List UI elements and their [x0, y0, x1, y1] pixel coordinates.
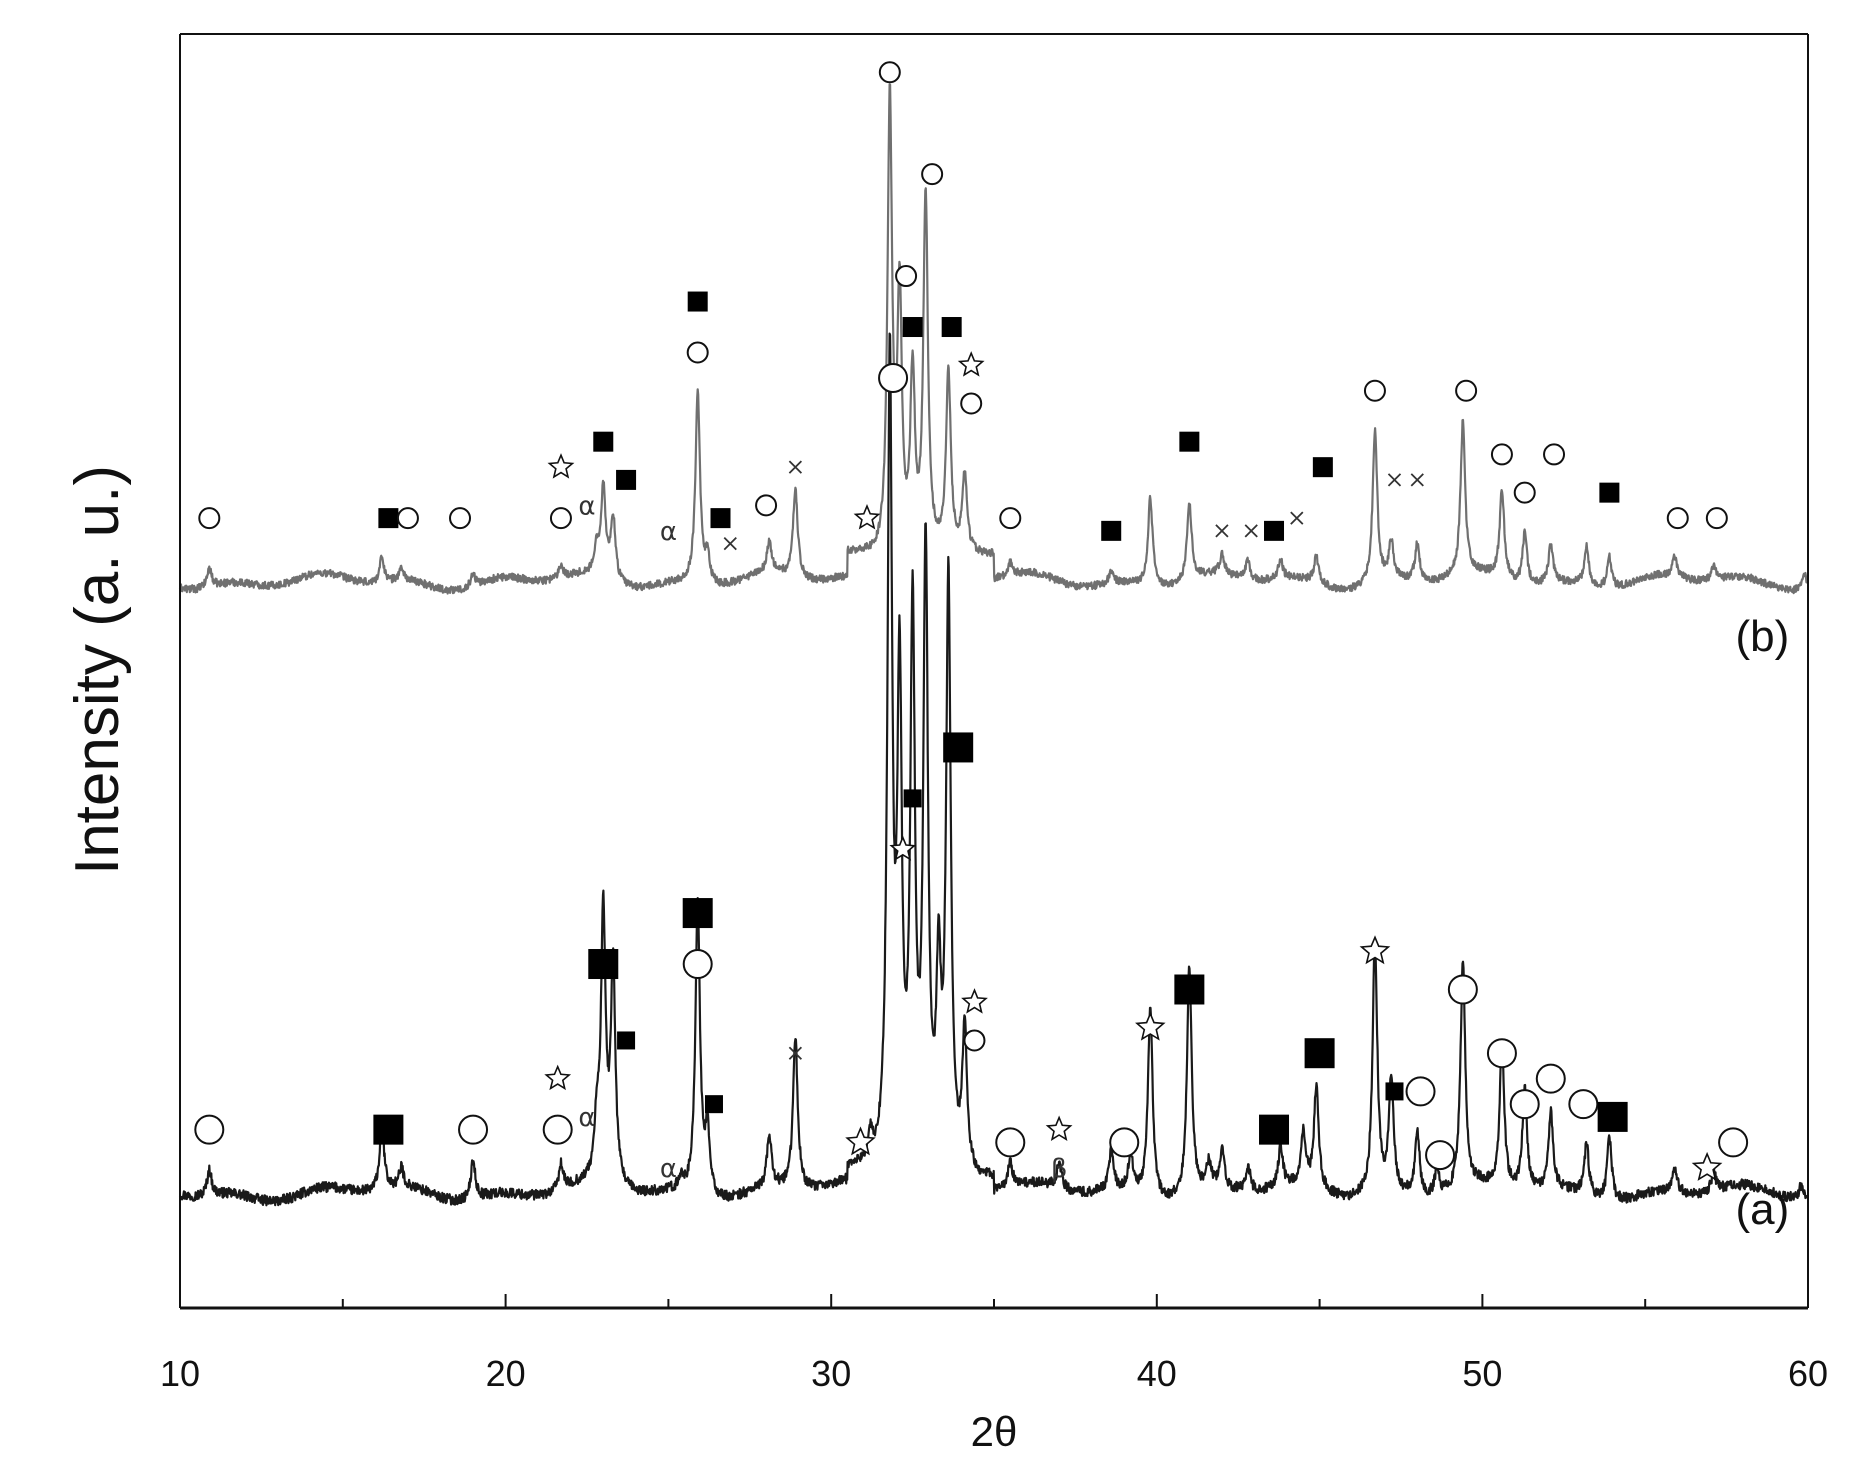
- phase-marker-circle: [1513, 481, 1536, 504]
- series-line-a: [178, 332, 1809, 1207]
- phase-marker-cross: [1215, 524, 1229, 538]
- phase-marker-square: [373, 1114, 404, 1145]
- phase-marker-circle: [542, 1114, 573, 1145]
- phase-marker-star: [845, 1126, 876, 1156]
- phase-marker-square: [941, 317, 962, 338]
- phase-marker-square: [1312, 457, 1333, 478]
- phase-marker-circle: [1425, 1140, 1456, 1171]
- phase-marker-square: [1597, 1101, 1628, 1132]
- phase-marker-circle: [449, 507, 472, 530]
- phase-marker-star: [1045, 1115, 1073, 1141]
- axes-layer: 10 20 30 40 50 60 2θ Intensity (a. u.): [63, 33, 1828, 1455]
- phase-marker-circle: [1490, 443, 1513, 466]
- phase-marker-square: [943, 732, 974, 763]
- phase-marker-star: [1359, 935, 1391, 965]
- phase-marker-square: [710, 508, 731, 529]
- x-tick-label: 50: [1462, 1353, 1502, 1394]
- phase-marker-cross: [1244, 524, 1258, 538]
- phase-marker-circle: [1109, 1127, 1140, 1158]
- x-tick-label: 40: [1137, 1353, 1177, 1394]
- phase-marker-square: [1174, 974, 1205, 1005]
- phase-marker-circle: [1447, 974, 1478, 1005]
- annotation-layer: α α β α α: [194, 61, 1749, 1184]
- tick-layer: 10 20 30 40 50 60: [160, 1294, 1828, 1394]
- phase-marker-circle: [458, 1114, 489, 1145]
- phase-marker-circle: [963, 1029, 986, 1052]
- phase-marker-circle: [1705, 507, 1728, 530]
- phase-marker-square: [704, 1095, 723, 1114]
- phase-marker-square: [1599, 482, 1620, 503]
- phase-marker-cross: [1410, 473, 1424, 487]
- phase-marker-star: [853, 504, 881, 530]
- phase-marker-star: [1135, 1011, 1166, 1041]
- phase-marker-square: [682, 898, 713, 929]
- phase-marker-alpha: α: [660, 517, 677, 547]
- phase-marker-square: [687, 291, 708, 312]
- phase-marker-square: [1101, 520, 1122, 541]
- x-tick-label: 60: [1788, 1353, 1828, 1394]
- phase-marker-circle: [1535, 1063, 1566, 1094]
- phase-marker-circle: [1363, 379, 1386, 402]
- phase-marker-square: [593, 431, 614, 452]
- series-layer: (a) (b): [178, 83, 1809, 1234]
- phase-marker-cross: [1387, 473, 1402, 487]
- phase-marker-alpha: α: [578, 491, 595, 521]
- phase-marker-circle: [895, 265, 918, 288]
- phase-marker-square: [378, 508, 399, 529]
- phase-marker-square: [903, 789, 922, 808]
- phase-marker-circle: [999, 507, 1022, 530]
- phase-marker-star: [547, 453, 575, 479]
- phase-marker-square: [902, 317, 923, 338]
- x-axis-title: 2θ: [971, 1408, 1018, 1455]
- series-label: (b): [1736, 612, 1790, 661]
- phase-marker-star: [889, 835, 917, 861]
- phase-marker-star: [544, 1064, 572, 1091]
- y-axis-title: Intensity (a. u.): [63, 465, 132, 875]
- x-tick-label: 20: [486, 1353, 526, 1394]
- phase-marker-square: [617, 1031, 636, 1050]
- phase-marker-cross: [788, 1046, 803, 1060]
- phase-marker-square: [1304, 1038, 1335, 1069]
- series-line-b: [178, 83, 1809, 595]
- phase-marker-circle: [878, 362, 909, 393]
- phase-marker-circle: [1486, 1038, 1517, 1069]
- phase-marker-square: [1259, 1114, 1290, 1145]
- phase-marker-circle: [1718, 1127, 1749, 1158]
- phase-marker-circle: [1509, 1089, 1540, 1120]
- phase-marker-circle: [549, 507, 572, 530]
- phase-marker-circle: [960, 392, 983, 415]
- phase-marker-cross: [1290, 511, 1304, 525]
- phase-marker-circle: [878, 61, 901, 84]
- phase-marker-circle: [755, 494, 778, 517]
- phase-marker-square: [1385, 1082, 1404, 1101]
- series-label: (a): [1736, 1185, 1790, 1234]
- phase-marker-circle: [1666, 507, 1689, 530]
- phase-marker-circle: [1543, 443, 1566, 466]
- phase-marker-square: [616, 469, 637, 490]
- phase-marker-circle: [1405, 1076, 1436, 1107]
- phase-marker-circle: [396, 507, 419, 530]
- phase-marker-circle: [1455, 379, 1478, 402]
- phase-marker-alpha: α: [660, 1154, 677, 1184]
- phase-marker-star: [957, 351, 985, 377]
- phase-marker-circle: [995, 1127, 1026, 1158]
- phase-marker-circle: [682, 949, 713, 980]
- phase-marker-cross: [723, 536, 737, 551]
- phase-marker-circle: [194, 1114, 225, 1145]
- x-tick-label: 10: [160, 1353, 200, 1394]
- phase-marker-square: [1179, 431, 1200, 452]
- x-tick-label: 30: [811, 1353, 851, 1394]
- phase-marker-alpha: α: [578, 1103, 595, 1133]
- phase-marker-star: [961, 988, 988, 1014]
- phase-marker-star: [1691, 1151, 1723, 1181]
- phase-marker-square: [588, 949, 619, 980]
- phase-marker-circle: [198, 507, 221, 530]
- phase-marker-cross: [788, 460, 803, 474]
- phase-marker-square: [1264, 520, 1285, 541]
- phase-marker-circle: [921, 163, 944, 186]
- phase-marker-circle: [1568, 1089, 1599, 1120]
- phase-marker-beta: β: [1051, 1154, 1068, 1184]
- phase-marker-circle: [686, 341, 709, 364]
